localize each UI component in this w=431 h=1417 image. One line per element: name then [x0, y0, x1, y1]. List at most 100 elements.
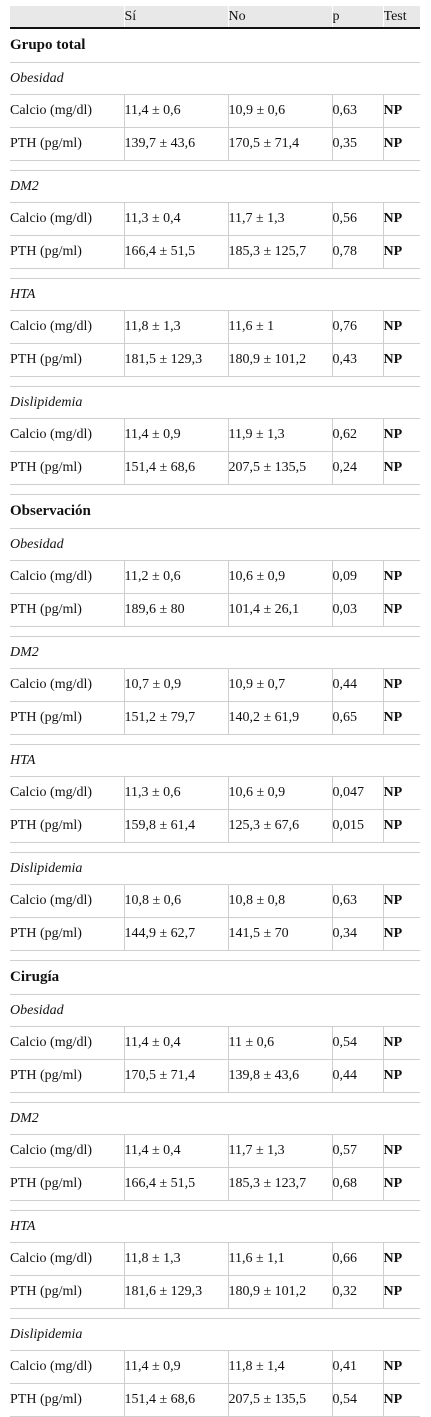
p-value-cell: 0,015	[332, 809, 384, 843]
group-row: Cirugía	[10, 960, 420, 995]
test-cell: NP	[383, 1059, 420, 1093]
test-cell: NP	[383, 1350, 420, 1384]
si-value-cell: 11,4 ± 0,4	[124, 1134, 229, 1168]
row-label-cell: Calcio (mg/dl)	[10, 202, 125, 236]
test-cell: NP	[383, 235, 420, 269]
row-label-cell: PTH (pg/ml)	[10, 127, 125, 161]
si-value-cell: 166,4 ± 51,5	[124, 235, 229, 269]
p-value-cell: 0,35	[332, 127, 384, 161]
spacer-row	[10, 1200, 420, 1211]
spacer-row	[10, 376, 420, 387]
subgroup-row: Dislipidemia	[10, 386, 420, 419]
spacer-cell	[10, 268, 420, 279]
subgroup-title: HTA	[10, 744, 420, 777]
p-value-cell: 0,54	[332, 1383, 384, 1417]
test-cell: NP	[383, 343, 420, 377]
table-row: Calcio (mg/dl) 11,8 ± 1,3 11,6 ± 1 0,76 NP	[10, 310, 420, 344]
spacer-row	[10, 1308, 420, 1319]
p-value-cell: 0,44	[332, 1059, 384, 1093]
spacer-cell	[10, 1308, 420, 1319]
header-no: No	[228, 6, 333, 29]
p-value-cell: 0,66	[332, 1242, 384, 1276]
si-value-cell: 10,7 ± 0,9	[124, 668, 229, 702]
test-cell: NP	[383, 1275, 420, 1309]
row-label-cell: Calcio (mg/dl)	[10, 418, 125, 452]
subgroup-title: DM2	[10, 1102, 420, 1135]
si-value-cell: 189,6 ± 80	[124, 593, 229, 627]
test-cell: NP	[383, 310, 420, 344]
spacer-cell	[10, 1092, 420, 1103]
spacer-row	[10, 268, 420, 279]
si-value-cell: 151,4 ± 68,6	[124, 1383, 229, 1417]
spacer-row	[10, 484, 420, 495]
row-label-cell: Calcio (mg/dl)	[10, 884, 125, 918]
table-body: Grupo total Obesidad Calcio (mg/dl) 11,4 ± …	[10, 27, 420, 1417]
p-value-cell: 0,78	[332, 235, 384, 269]
p-value-cell: 0,047	[332, 776, 384, 810]
subgroup-title: Dislipidemia	[10, 1318, 420, 1351]
si-value-cell: 151,2 ± 79,7	[124, 701, 229, 735]
group-row: Grupo total	[10, 27, 420, 63]
test-cell: NP	[383, 560, 420, 594]
test-cell: NP	[383, 1383, 420, 1417]
test-cell: NP	[383, 1026, 420, 1060]
p-value-cell: 0,63	[332, 94, 384, 128]
test-cell: NP	[383, 127, 420, 161]
p-value-cell: 0,76	[332, 310, 384, 344]
test-cell: NP	[383, 884, 420, 918]
subgroup-row: DM2	[10, 1102, 420, 1135]
spacer-row	[10, 950, 420, 961]
no-value-cell: 207,5 ± 135,5	[228, 1383, 333, 1417]
test-cell: NP	[383, 202, 420, 236]
spacer-row	[10, 842, 420, 853]
row-label-cell: PTH (pg/ml)	[10, 809, 125, 843]
group-title: Observación	[10, 494, 420, 529]
subgroup-row: Dislipidemia	[10, 1318, 420, 1351]
subgroup-row: Obesidad	[10, 528, 420, 561]
table-row: Calcio (mg/dl) 11,2 ± 0,6 10,6 ± 0,9 0,09 NP	[10, 560, 420, 594]
no-value-cell: 10,6 ± 0,9	[228, 776, 333, 810]
row-label-cell: PTH (pg/ml)	[10, 1059, 125, 1093]
spacer-cell	[10, 734, 420, 745]
si-value-cell: 11,4 ± 0,4	[124, 1026, 229, 1060]
header-test: Test	[383, 6, 420, 29]
no-value-cell: 185,3 ± 125,7	[228, 235, 333, 269]
p-value-cell: 0,62	[332, 418, 384, 452]
test-cell: NP	[383, 451, 420, 485]
no-value-cell: 185,3 ± 123,7	[228, 1167, 333, 1201]
no-value-cell: 140,2 ± 61,9	[228, 701, 333, 735]
subgroup-row: HTA	[10, 744, 420, 777]
table-row: Calcio (mg/dl) 11,8 ± 1,3 11,6 ± 1,1 0,66 NP	[10, 1242, 420, 1276]
spacer-cell	[10, 1200, 420, 1211]
si-value-cell: 139,7 ± 43,6	[124, 127, 229, 161]
test-cell: NP	[383, 1167, 420, 1201]
table-row: PTH (pg/ml) 139,7 ± 43,6 170,5 ± 71,4 0,35 N…	[10, 127, 420, 161]
si-value-cell: 10,8 ± 0,6	[124, 884, 229, 918]
row-label-cell: PTH (pg/ml)	[10, 343, 125, 377]
p-value-cell: 0,56	[332, 202, 384, 236]
p-value-cell: 0,68	[332, 1167, 384, 1201]
subgroup-title: DM2	[10, 170, 420, 203]
table-row: PTH (pg/ml) 166,4 ± 51,5 185,3 ± 123,7 0,68…	[10, 1167, 420, 1201]
table-row: PTH (pg/ml) 166,4 ± 51,5 185,3 ± 125,7 0,78…	[10, 235, 420, 269]
test-cell: NP	[383, 418, 420, 452]
no-value-cell: 139,8 ± 43,6	[228, 1059, 333, 1093]
subgroup-row: DM2	[10, 170, 420, 203]
row-label-cell: PTH (pg/ml)	[10, 1383, 125, 1417]
no-value-cell: 10,9 ± 0,7	[228, 668, 333, 702]
table-row: PTH (pg/ml) 189,6 ± 80 101,4 ± 26,1 0,03 NP	[10, 593, 420, 627]
si-value-cell: 170,5 ± 71,4	[124, 1059, 229, 1093]
row-label-cell: Calcio (mg/dl)	[10, 560, 125, 594]
row-label-cell: Calcio (mg/dl)	[10, 776, 125, 810]
table-header-row: Sí No p Test	[10, 6, 420, 29]
p-value-cell: 0,54	[332, 1026, 384, 1060]
p-value-cell: 0,41	[332, 1350, 384, 1384]
table-row: Calcio (mg/dl) 11,4 ± 0,6 10,9 ± 0,6 0,63 NP	[10, 94, 420, 128]
no-value-cell: 11,9 ± 1,3	[228, 418, 333, 452]
table-row: PTH (pg/ml) 159,8 ± 61,4 125,3 ± 67,6 0,015…	[10, 809, 420, 843]
table-row: PTH (pg/ml) 181,5 ± 129,3 180,9 ± 101,2 0,4…	[10, 343, 420, 377]
subgroup-title: HTA	[10, 278, 420, 311]
no-value-cell: 207,5 ± 135,5	[228, 451, 333, 485]
no-value-cell: 11,7 ± 1,3	[228, 1134, 333, 1168]
row-label-cell: PTH (pg/ml)	[10, 1275, 125, 1309]
